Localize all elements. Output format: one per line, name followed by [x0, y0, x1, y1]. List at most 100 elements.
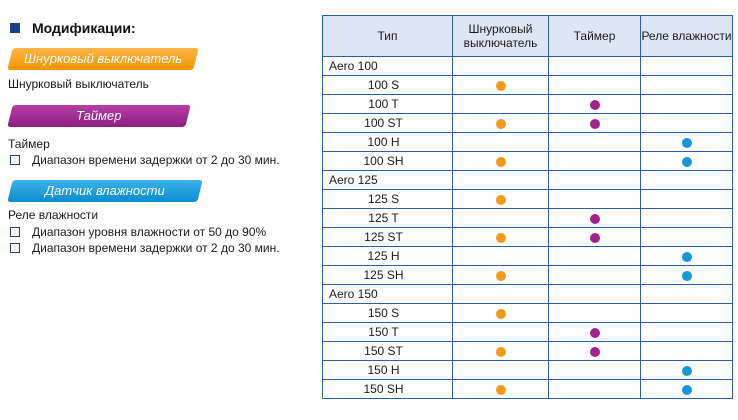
cord-cell [452, 113, 549, 133]
table-row: 150 SH [322, 379, 733, 399]
humidity-cell [640, 284, 733, 304]
cord-cell [452, 208, 549, 228]
timer-ribbon: Таймер [7, 105, 191, 127]
timer-dot-icon [589, 213, 600, 224]
cord-section-title: Шнурковый выключатель [8, 77, 149, 91]
humidity-dot-icon [681, 365, 692, 376]
table-row: 100 S [322, 75, 733, 95]
timer-cell [548, 189, 641, 209]
modifications-table: Тип Шнурковый выключатель Таймер Реле вл… [322, 15, 733, 399]
timer-cell [548, 170, 641, 190]
type-cell: 100 SH [322, 151, 453, 171]
table-row: Aero 125 [322, 170, 733, 190]
humidity-bullet: Диапазон времени задержки от 2 до 30 мин… [10, 240, 280, 256]
type-cell: 125 T [322, 208, 453, 228]
timer-dot-icon [589, 346, 600, 357]
timer-dot-icon [589, 99, 600, 110]
checkbox-bullet-icon [10, 227, 20, 237]
humidity-dot-icon [681, 270, 692, 281]
type-cell: 125 H [322, 246, 453, 266]
cord-cell [452, 265, 549, 285]
cord-cell [452, 132, 549, 152]
timer-cell [548, 379, 641, 399]
cord-cell [452, 151, 549, 171]
modifications-heading: Модификации: [10, 20, 136, 36]
cord-dot-icon [495, 384, 506, 395]
header-cord-switch: Шнурковый выключатель [452, 15, 549, 57]
humidity-dot-icon [681, 137, 692, 148]
table-row: 125 T [322, 208, 733, 228]
type-cell: 125 S [322, 189, 453, 209]
cord-dot-icon [495, 308, 506, 319]
timer-bullet-text: Диапазон времени задержки от 2 до 30 мин… [32, 153, 280, 167]
timer-cell [548, 322, 641, 342]
timer-cell [548, 303, 641, 323]
type-cell: 100 S [322, 75, 453, 95]
header-timer: Таймер [548, 15, 641, 57]
humidity-bullet: Диапазон уровня влажности от 50 до 90% [10, 224, 266, 240]
cord-cell [452, 189, 549, 209]
humidity-cell [640, 341, 733, 361]
table-body: Aero 100 100 S 100 T 100 ST 100 H 100 SH Aero … [322, 56, 733, 399]
timer-cell [548, 341, 641, 361]
cord-dot-icon [495, 156, 506, 167]
cord-dot-icon [495, 80, 506, 91]
table-row: 100 SH [322, 151, 733, 171]
humidity-cell [640, 113, 733, 133]
table-row: 100 T [322, 94, 733, 114]
type-cell: 125 SH [322, 265, 453, 285]
type-cell: 125 ST [322, 227, 453, 247]
type-cell: Aero 150 [322, 284, 453, 304]
cord-dot-icon [495, 270, 506, 281]
cord-switch-ribbon: Шнурковый выключатель [7, 48, 199, 70]
humidity-cell [640, 132, 733, 152]
header-humidity-relay: Реле влажности [640, 15, 733, 57]
cord-cell [452, 379, 549, 399]
cord-cell [452, 246, 549, 266]
humidity-cell [640, 56, 733, 76]
timer-cell [548, 56, 641, 76]
timer-cell [548, 265, 641, 285]
cord-cell [452, 284, 549, 304]
cord-cell [452, 303, 549, 323]
humidity-bullet-text: Диапазон уровня влажности от 50 до 90% [32, 225, 267, 239]
timer-cell [548, 75, 641, 95]
table-row: 125 SH [322, 265, 733, 285]
humidity-cell [640, 151, 733, 171]
humidity-cell [640, 170, 733, 190]
timer-cell [548, 360, 641, 380]
table-row: 100 ST [322, 113, 733, 133]
table-row: 125 ST [322, 227, 733, 247]
humidity-cell [640, 322, 733, 342]
humidity-cell [640, 227, 733, 247]
humidity-cell [640, 379, 733, 399]
header-type: Тип [322, 15, 453, 57]
timer-cell [548, 284, 641, 304]
table-row: 100 H [322, 132, 733, 152]
table-row: 125 S [322, 189, 733, 209]
humidity-cell [640, 208, 733, 228]
humidity-cell [640, 75, 733, 95]
humidity-ribbon-label: Датчик влажности [45, 183, 165, 198]
type-cell: Aero 125 [322, 170, 453, 190]
type-cell: Aero 100 [322, 56, 453, 76]
humidity-section-title: Реле влажности [8, 208, 99, 222]
table-row: 150 ST [322, 341, 733, 361]
type-cell: 100 H [322, 132, 453, 152]
timer-ribbon-label: Таймер [76, 108, 122, 123]
table-row: 150 S [322, 303, 733, 323]
cord-cell [452, 56, 549, 76]
checkbox-bullet-icon [10, 243, 20, 253]
cord-cell [452, 170, 549, 190]
humidity-cell [640, 303, 733, 323]
humidity-cell [640, 94, 733, 114]
timer-cell [548, 94, 641, 114]
table-row: 150 H [322, 360, 733, 380]
cord-cell [452, 94, 549, 114]
cord-ribbon-label: Шнурковый выключатель [23, 51, 183, 66]
cord-cell [452, 75, 549, 95]
humidity-cell [640, 360, 733, 380]
humidity-cell [640, 246, 733, 266]
cord-dot-icon [495, 118, 506, 129]
type-cell: 150 T [322, 322, 453, 342]
